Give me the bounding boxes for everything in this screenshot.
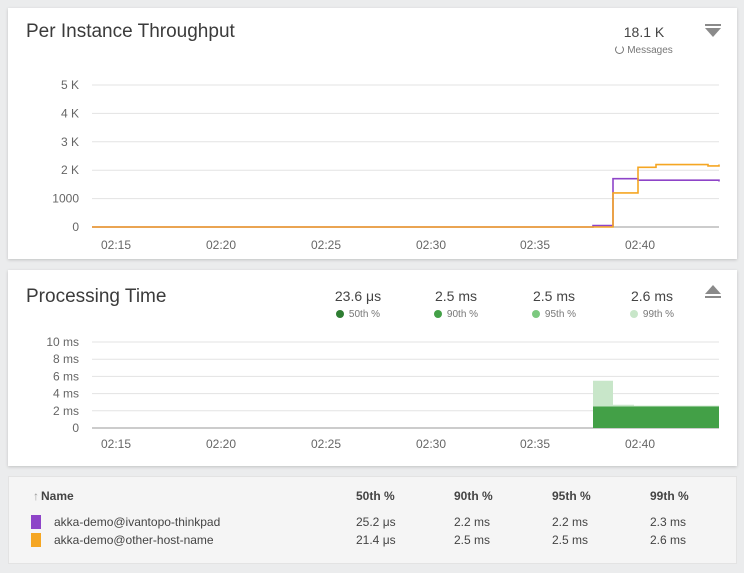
x-tick-label: 02:35 — [520, 238, 550, 252]
row-p90: 2.2 ms — [454, 515, 491, 529]
percentile-label: 99th % — [629, 309, 674, 320]
y-tick-label: 3 K — [61, 135, 79, 149]
row-name: akka-demo@other-host-name — [54, 533, 214, 547]
row-p50: 25.2 μs — [356, 515, 396, 529]
throughput-series-line — [92, 177, 720, 228]
row-p50: 21.4 μs — [356, 533, 396, 547]
throughput-chart: 5 K 4 K 3 K 2 K 1000 0 02:15 02:20 02:25 02:30 02… — [52, 78, 720, 252]
y-tick-label: 1000 — [52, 192, 79, 206]
x-tick-label: 02:30 — [416, 238, 446, 252]
x-tick-label: 02:25 — [311, 437, 341, 451]
y-tick-label: 5 K — [61, 78, 79, 92]
row-p95: 2.5 ms — [552, 533, 589, 547]
percentile-area — [593, 406, 719, 428]
y-tick-label: 10 ms — [46, 335, 79, 349]
processing-chart: 10 ms 8 ms 6 ms 4 ms 2 ms 0 02:15 02:20 02:25 02… — [46, 335, 719, 451]
percentile-stat: 23.6 μs 50th % — [318, 288, 398, 322]
x-tick-label: 02:30 — [416, 437, 446, 451]
legend-dot-icon — [335, 310, 344, 318]
percentile-value: 2.5 ms — [532, 288, 575, 304]
throughput-card: Per Instance Throughput 18.1 K Messages … — [8, 8, 737, 259]
name-header[interactable]: ↑ Name — [33, 489, 74, 503]
processing-title: Processing Time — [26, 286, 167, 307]
row-p95: 2.2 ms — [552, 515, 589, 529]
messages-label: Messages — [615, 45, 673, 56]
x-tick-label: 02:25 — [311, 238, 341, 252]
throughput-series-line — [92, 163, 720, 228]
p95-header[interactable]: 95th % — [552, 489, 591, 503]
x-tick-label: 02:40 — [625, 238, 655, 252]
percentile-label: 50th % — [335, 309, 380, 320]
x-tick-label: 02:20 — [206, 437, 236, 451]
row-p90: 2.5 ms — [454, 533, 491, 547]
p50-header[interactable]: 50th % — [356, 489, 395, 503]
legend-dot-icon — [433, 310, 442, 318]
percentile-stat: 2.5 ms 95th % — [514, 288, 594, 322]
collapse-up-icon[interactable] — [705, 285, 723, 299]
refresh-icon — [615, 45, 625, 54]
percentile-stat: 2.6 ms 99th % — [612, 288, 692, 322]
instances-table: ↑ Name 50th % 90th % 95th % 99th % akka-d… — [8, 476, 737, 564]
y-tick-label: 2 ms — [53, 404, 79, 418]
percentile-value: 2.5 ms — [434, 288, 477, 304]
y-tick-label: 0 — [72, 220, 79, 234]
percentile-label: 95th % — [531, 309, 576, 320]
processing-card: Processing Time 23.6 μs 50th % 2.5 ms 90th … — [8, 270, 737, 466]
legend-dot-icon — [531, 310, 540, 318]
percentile-label: 90th % — [433, 309, 478, 320]
y-tick-label: 8 ms — [53, 352, 79, 366]
p99-header[interactable]: 99th % — [650, 489, 689, 503]
series-color-swatch — [31, 515, 41, 529]
y-tick-label: 4 K — [61, 106, 79, 120]
legend-dot-icon — [629, 310, 638, 318]
throughput-summary-value: 18.1 K — [623, 24, 665, 40]
series-color-swatch — [31, 533, 41, 547]
throughput-grid — [92, 84, 719, 228]
x-tick-label: 02:15 — [101, 437, 131, 451]
x-tick-label: 02:40 — [625, 437, 655, 451]
y-tick-label: 6 ms — [53, 369, 79, 383]
x-tick-label: 02:20 — [206, 238, 236, 252]
messages-label-text: Messages — [627, 45, 673, 56]
row-name: akka-demo@ivantopo-thinkpad — [54, 515, 221, 529]
y-tick-label: 2 K — [61, 163, 79, 177]
percentile-value: 2.6 ms — [630, 288, 673, 304]
x-tick-label: 02:35 — [520, 437, 550, 451]
percentile-stat: 2.5 ms 90th % — [416, 288, 496, 322]
row-p99: 2.6 ms — [650, 533, 687, 547]
x-tick-label: 02:15 — [101, 238, 131, 252]
name-header-label: Name — [41, 489, 74, 503]
sort-up-arrow-icon[interactable]: ↑ — [33, 489, 39, 503]
row-p99: 2.3 ms — [650, 515, 687, 529]
y-tick-label: 0 — [72, 421, 79, 435]
percentile-value: 23.6 μs — [334, 288, 382, 304]
p90-header[interactable]: 90th % — [454, 489, 493, 503]
collapse-down-icon[interactable] — [705, 24, 723, 38]
y-tick-label: 4 ms — [53, 387, 79, 401]
throughput-title: Per Instance Throughput — [26, 21, 235, 42]
throughput-summary: 18.1 K Messages — [604, 24, 684, 58]
